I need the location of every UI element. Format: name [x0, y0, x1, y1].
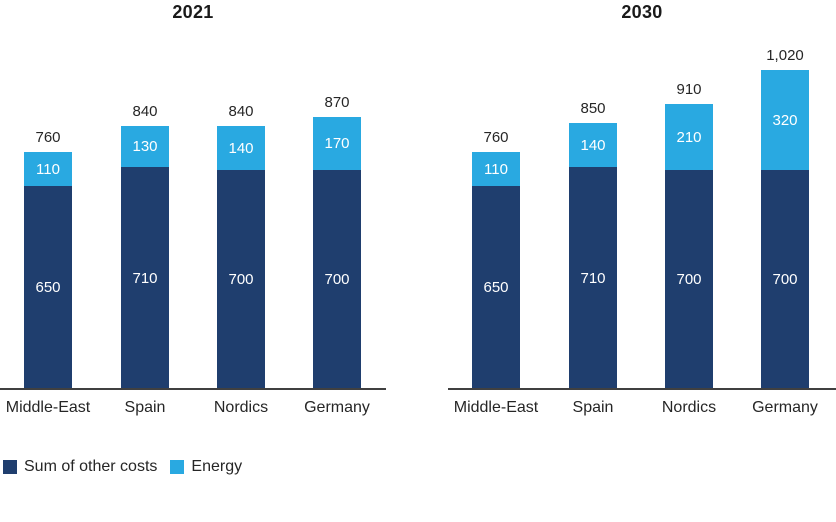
segment-energy: 210	[665, 104, 713, 170]
category-label: Nordics	[213, 399, 269, 416]
bar-middle-east: 650 110 760	[472, 129, 520, 389]
segment-other-costs: 700	[665, 170, 713, 389]
segment-energy: 110	[24, 152, 72, 186]
chart-2021: 2021 650 110 760 710 130 840 700 140 840 700 170 87…	[0, 0, 386, 480]
total-label: 850	[580, 100, 606, 117]
segment-other-costs: 700	[761, 170, 809, 389]
plot-area-2030: 650 110 760 710 140 850 700 210 910 700 320 1,020	[448, 29, 836, 389]
chart-title-2030: 2030	[621, 2, 663, 22]
segment-other-costs: 700	[313, 170, 361, 389]
segment-other-costs: 650	[472, 186, 520, 389]
category-label: Germany	[304, 399, 370, 416]
legend-item-other-costs: Sum of other costs	[3, 458, 157, 476]
segment-other-costs: 710	[569, 167, 617, 389]
segment-other-costs: 710	[121, 167, 169, 389]
segment-energy: 140	[569, 123, 617, 167]
total-label: 840	[132, 103, 158, 120]
segment-other-costs: 700	[217, 170, 265, 389]
category-label: Germany	[752, 399, 818, 416]
legend-label-energy: Energy	[191, 458, 243, 475]
bar-germany: 700 320 1,020	[761, 47, 809, 389]
bar-nordics: 700 210 910	[665, 81, 713, 389]
x-axis-line-2030	[448, 388, 836, 390]
bar-middle-east: 650 110 760	[24, 129, 72, 389]
total-label: 1,020	[766, 47, 804, 64]
bar-nordics: 700 140 840	[217, 103, 265, 389]
legend-swatch-other-costs	[3, 460, 17, 474]
legend-item-energy: Energy	[170, 458, 242, 476]
x-axis-line-2021	[0, 388, 386, 390]
segment-energy: 170	[313, 117, 361, 170]
legend: Sum of other costs Energy	[3, 458, 242, 476]
x-axis-labels-2030: Middle-East Spain Nordics Germany	[448, 399, 836, 421]
plot-area-2021: 650 110 760 710 130 840 700 140 840 700 170 870	[0, 29, 386, 389]
category-label: Spain	[572, 399, 614, 416]
legend-swatch-energy	[170, 460, 185, 474]
chart-title-2021: 2021	[172, 2, 214, 22]
category-label: Middle-East	[453, 399, 539, 416]
bar-germany: 700 170 870	[313, 94, 361, 389]
total-label: 760	[35, 129, 61, 146]
segment-energy: 130	[121, 126, 169, 167]
category-label: Middle-East	[5, 399, 91, 416]
bar-spain: 710 140 850	[569, 100, 617, 389]
category-label: Spain	[124, 399, 166, 416]
chart-2030: 2030 650 110 760 710 140 850 700 210 910 700 320 1,…	[448, 0, 836, 480]
x-axis-labels-2021: Middle-East Spain Nordics Germany	[0, 399, 386, 421]
total-label: 910	[676, 81, 702, 98]
bar-spain: 710 130 840	[121, 103, 169, 389]
total-label: 840	[228, 103, 254, 120]
total-label: 870	[324, 94, 350, 111]
category-label: Nordics	[661, 399, 717, 416]
total-label: 760	[483, 129, 509, 146]
segment-energy: 140	[217, 126, 265, 170]
segment-energy: 110	[472, 152, 520, 186]
legend-label-other-costs: Sum of other costs	[24, 458, 158, 475]
segment-other-costs: 650	[24, 186, 72, 389]
segment-energy: 320	[761, 70, 809, 170]
